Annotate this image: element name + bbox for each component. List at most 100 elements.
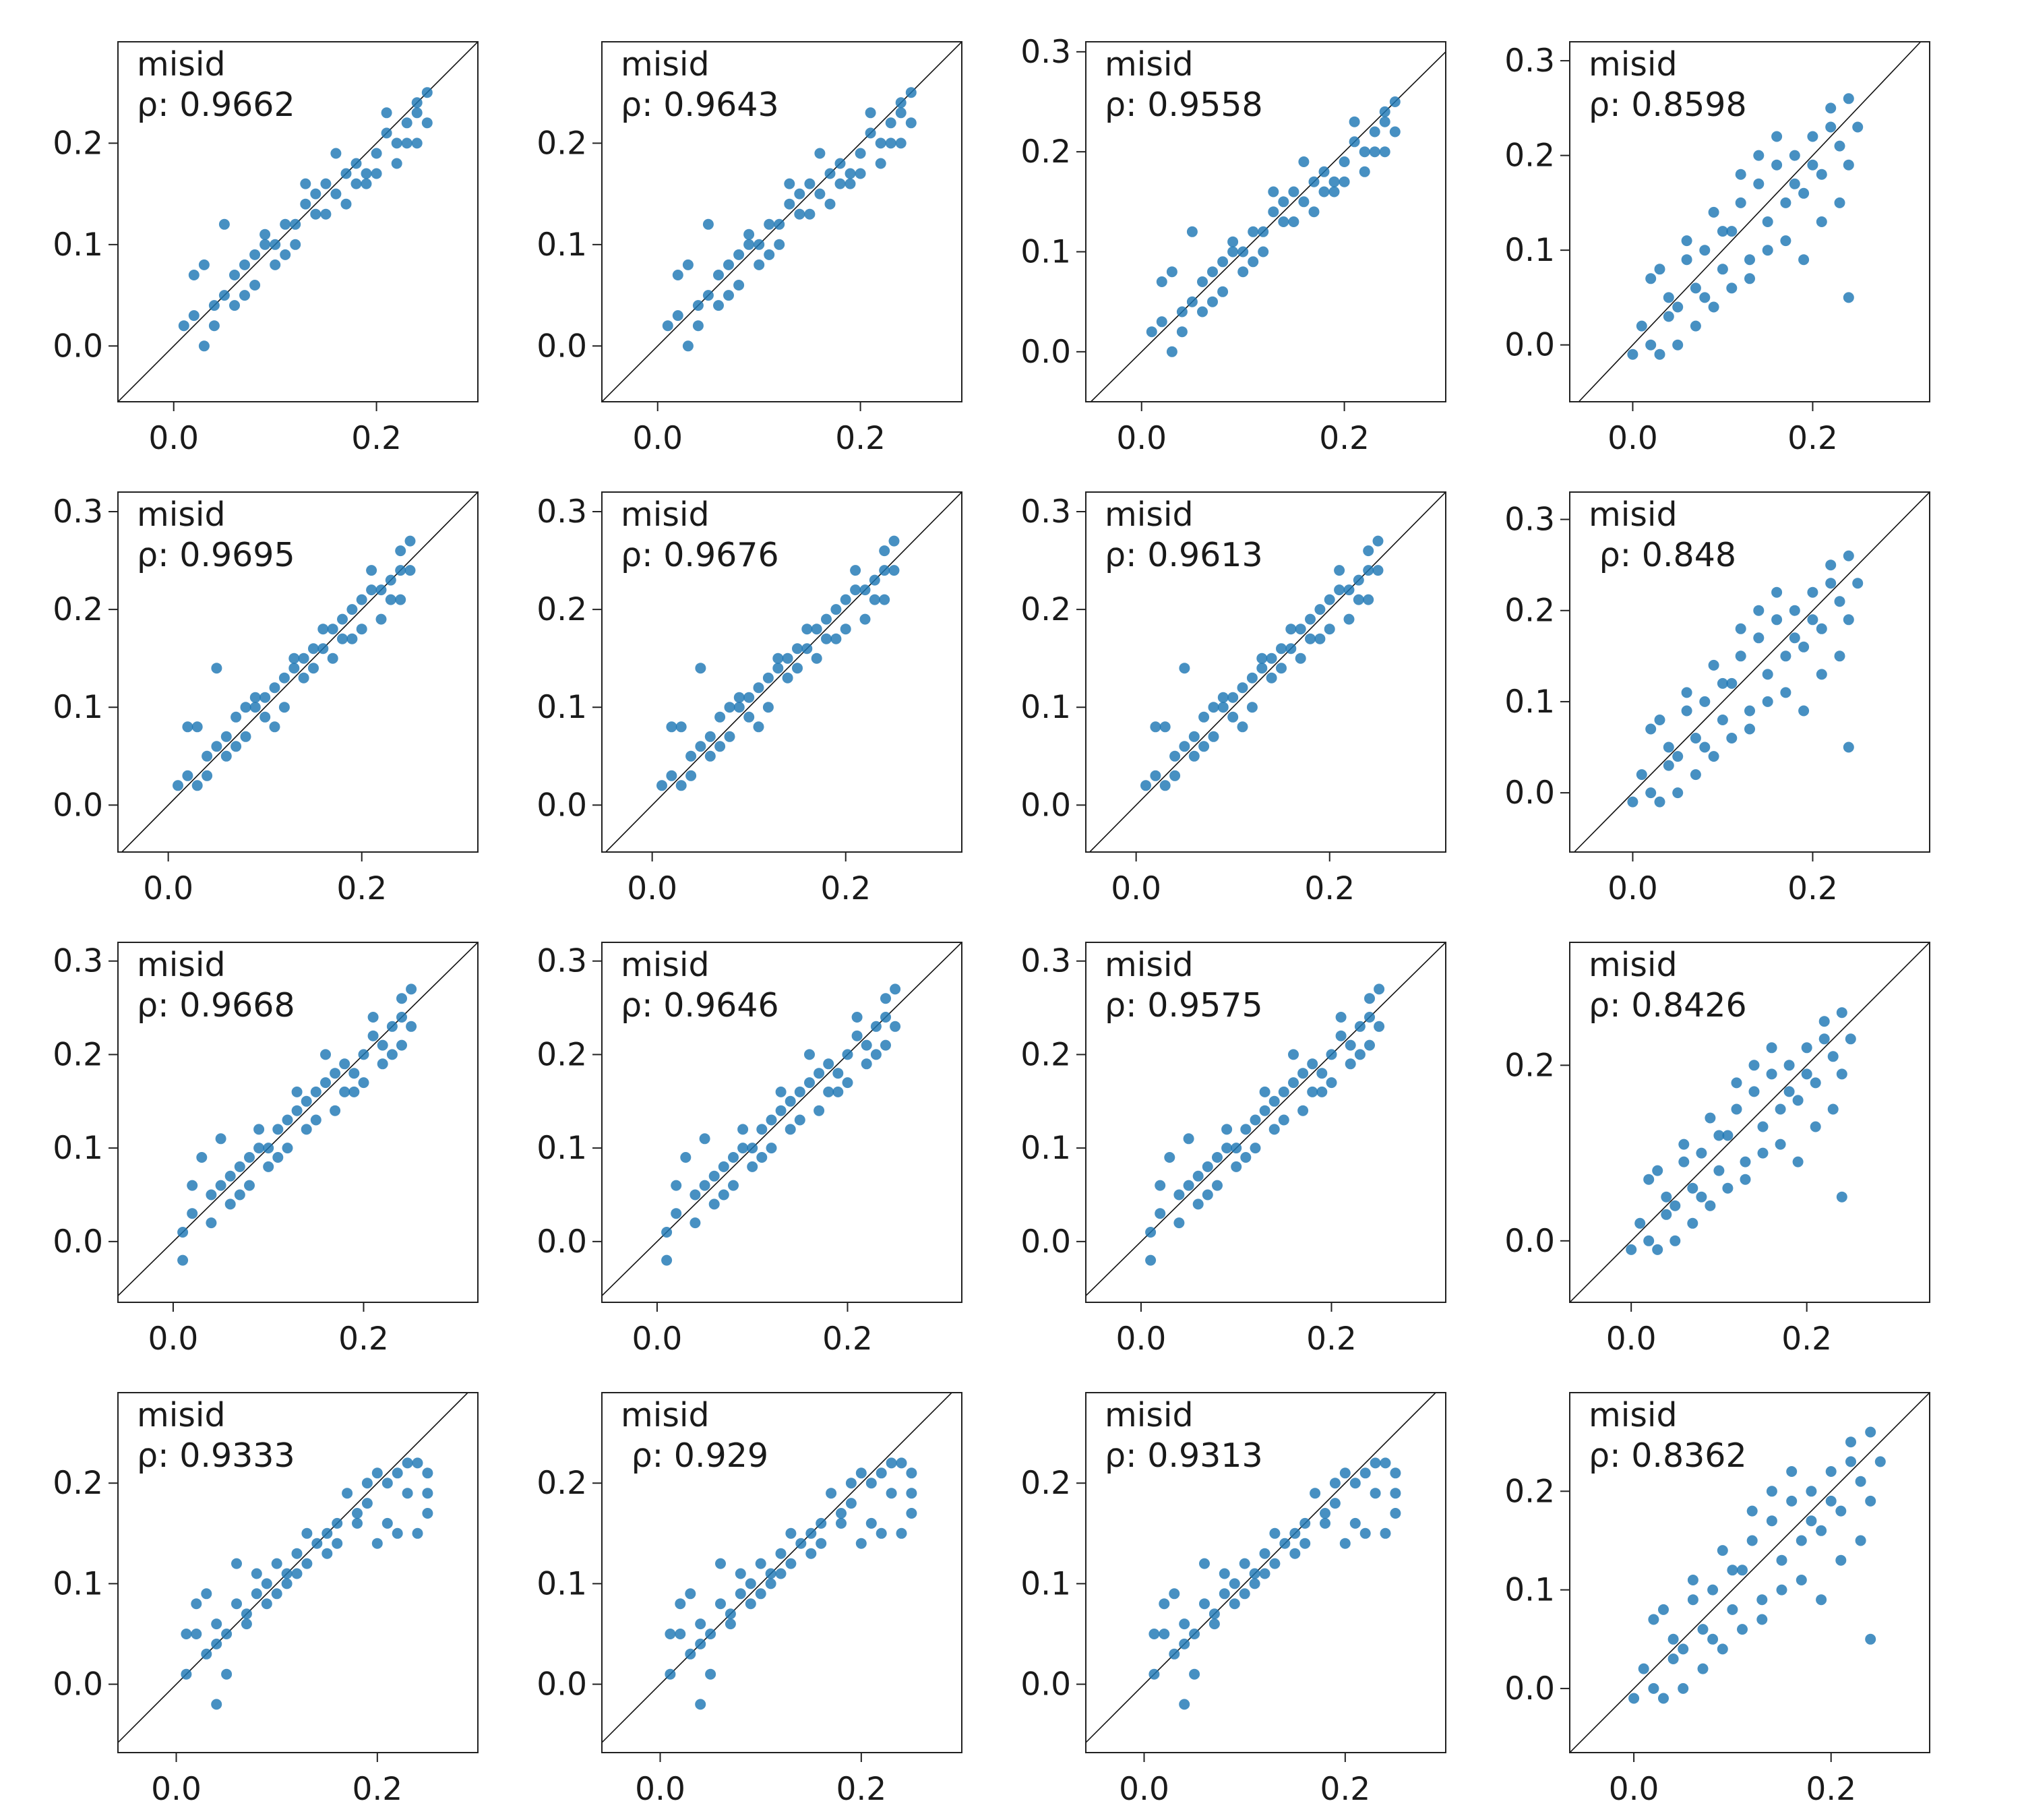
- data-point: [352, 1517, 363, 1529]
- axes-frame: [1569, 942, 1930, 1303]
- x-tick-label: 0.0: [151, 1771, 202, 1808]
- data-point: [666, 721, 677, 733]
- data-point: [1288, 1077, 1299, 1089]
- data-point: [1789, 178, 1800, 189]
- data-point: [402, 1457, 413, 1469]
- data-point: [1217, 692, 1229, 703]
- data-point: [381, 107, 392, 119]
- y-tick-label: 0.3: [537, 493, 587, 530]
- data-point: [202, 770, 213, 781]
- data-point: [396, 1039, 407, 1051]
- data-point: [1334, 584, 1345, 596]
- data-point: [1645, 723, 1657, 735]
- data-point: [671, 1180, 682, 1191]
- data-point: [310, 188, 321, 200]
- data-point: [1179, 663, 1190, 674]
- data-point: [348, 1068, 360, 1079]
- data-point: [1699, 292, 1711, 303]
- data-point: [392, 1527, 403, 1539]
- data-point: [1285, 643, 1297, 655]
- x-tick-label: 0.2: [835, 420, 886, 457]
- data-point: [356, 624, 367, 635]
- data-point: [705, 1629, 716, 1639]
- data-point: [772, 653, 784, 664]
- data-point: [1278, 1114, 1289, 1126]
- data-point: [249, 280, 261, 291]
- data-point: [823, 1086, 834, 1097]
- data-point: [259, 229, 271, 240]
- data-point: [1179, 1618, 1190, 1630]
- data-point: [906, 1467, 917, 1479]
- data-point: [1707, 1633, 1719, 1645]
- data-point: [1672, 301, 1684, 313]
- x-tick-label: 0.0: [627, 870, 677, 907]
- data-point: [231, 1558, 242, 1569]
- data-point: [320, 208, 332, 220]
- data-point: [804, 178, 816, 189]
- data-point: [811, 624, 822, 635]
- data-point: [249, 249, 261, 260]
- data-point: [1726, 226, 1738, 237]
- panel-label: misid: [137, 45, 226, 84]
- data-point: [396, 993, 407, 1004]
- data-point: [850, 584, 861, 596]
- axes-frame: [1085, 491, 1446, 853]
- data-point: [259, 239, 271, 250]
- data-point: [723, 290, 734, 301]
- x-tick-label: 0.0: [148, 1321, 199, 1358]
- data-point: [1166, 266, 1177, 278]
- data-point: [311, 1538, 323, 1549]
- data-point: [421, 117, 433, 129]
- data-point: [814, 148, 826, 159]
- data-point: [332, 1538, 343, 1549]
- data-point: [1364, 1039, 1375, 1051]
- x-tick-label: 0.0: [632, 420, 683, 457]
- data-point: [880, 1012, 891, 1023]
- y-tick-label: 0.0: [1020, 1666, 1071, 1703]
- data-point: [327, 624, 338, 635]
- data-point: [396, 1012, 407, 1023]
- data-point: [1354, 1021, 1366, 1032]
- data-point: [1289, 1527, 1301, 1539]
- data-point: [1835, 1505, 1847, 1517]
- data-point: [191, 1598, 202, 1610]
- identity-line: [1086, 942, 1446, 1296]
- data-point: [880, 1039, 891, 1051]
- data-point: [251, 1588, 262, 1600]
- data-point: [733, 249, 745, 260]
- rho-label: ρ: 0.9313: [1105, 1436, 1263, 1475]
- data-point: [1756, 1614, 1768, 1625]
- data-point: [1298, 196, 1310, 208]
- data-point: [774, 218, 785, 230]
- data-point: [271, 1588, 282, 1600]
- data-point: [824, 198, 836, 210]
- data-point: [404, 535, 416, 547]
- data-point: [218, 290, 230, 301]
- data-point: [206, 1217, 217, 1229]
- data-point: [830, 604, 842, 615]
- data-point: [1825, 1466, 1837, 1477]
- data-point: [870, 1049, 882, 1060]
- data-point: [1834, 140, 1845, 152]
- data-point: [745, 1578, 756, 1589]
- data-point: [340, 168, 352, 179]
- data-point: [1363, 594, 1374, 605]
- rho-label: ρ: 0.9613: [1105, 536, 1263, 574]
- data-point: [340, 198, 352, 210]
- data-point: [1843, 741, 1854, 753]
- data-point: [1672, 751, 1684, 762]
- data-point: [906, 1488, 917, 1499]
- data-point: [785, 1558, 797, 1569]
- data-point: [785, 1095, 796, 1107]
- data-point: [1717, 1545, 1728, 1556]
- data-point: [1825, 578, 1837, 589]
- data-point: [1874, 1456, 1886, 1467]
- data-point: [1628, 1693, 1640, 1704]
- data-point: [845, 1498, 857, 1509]
- data-point: [1295, 624, 1306, 635]
- data-point: [1307, 1058, 1318, 1070]
- data-point: [332, 1517, 343, 1529]
- data-point: [1843, 614, 1854, 626]
